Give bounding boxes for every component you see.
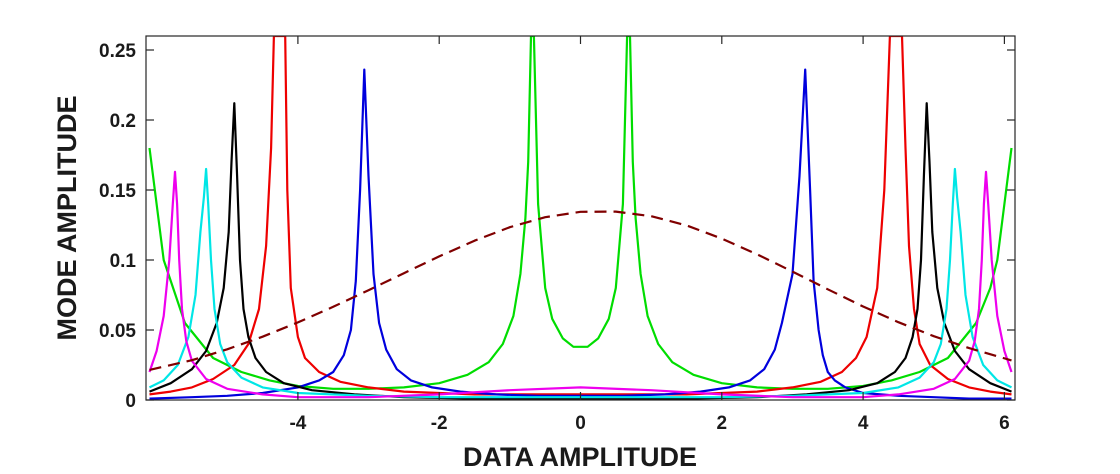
y-tick-label: 0.2 [110,111,136,132]
y-tick-label: 0.25 [99,41,136,62]
y-axis-label: MODE AMPLITUDE [52,96,82,341]
x-tick-label: 0 [575,413,586,434]
y-tick-label: 0.1 [110,251,137,272]
series-line-6 [148,170,1013,399]
series-line-7 [149,210,1012,371]
x-tick-label: -4 [289,413,306,434]
y-tick-label: 0.15 [99,181,136,202]
x-tick-label: 4 [858,413,869,434]
y-tick-label: 0 [125,391,136,412]
ticks-layer: -4 -2 0 2 4 6 0 0.05 0.1 0.15 0.2 0.25 [99,36,1015,434]
x-tick-label: 2 [717,413,728,434]
x-tick-label: -2 [431,413,448,434]
x-tick-label: 6 [999,413,1010,434]
x-axis-label: DATA AMPLITUDE [463,442,697,472]
y-tick-label: 0.05 [99,321,136,342]
plot-area-background [146,36,1015,400]
series-line-3 [149,68,1012,400]
